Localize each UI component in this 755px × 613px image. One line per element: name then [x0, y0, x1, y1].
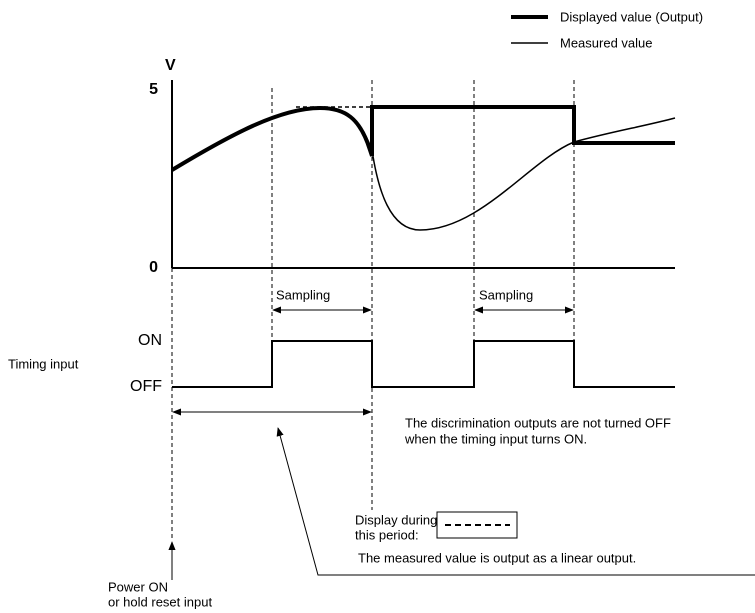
linear-note: The measured value is output as a linear… [358, 550, 636, 565]
timing-label: Timing input [8, 356, 79, 371]
axis-bottom: 0 [149, 259, 158, 276]
display-period: Display during [355, 512, 437, 527]
timing-signal [172, 340, 675, 388]
display-period: this period: [355, 527, 419, 542]
displayed-line [170, 105, 675, 172]
power-label: Power ON [108, 579, 168, 594]
legend-label: Displayed value (Output) [560, 9, 703, 24]
dashed-box [436, 511, 518, 539]
sampling-label: Sampling [479, 287, 533, 302]
timing-on: ON [138, 332, 162, 349]
sampling-label: Sampling [276, 287, 330, 302]
axis-unit: V [165, 57, 176, 74]
timing-off: OFF [130, 378, 162, 395]
axis-top: 5 [149, 81, 158, 98]
power-label: or hold reset input [108, 594, 212, 609]
legend-label: Measured value [560, 35, 653, 50]
pointer-line [276, 427, 755, 576]
note-line: The discrimination outputs are not turne… [405, 415, 671, 430]
note-line: when the timing input turns ON. [404, 431, 587, 446]
